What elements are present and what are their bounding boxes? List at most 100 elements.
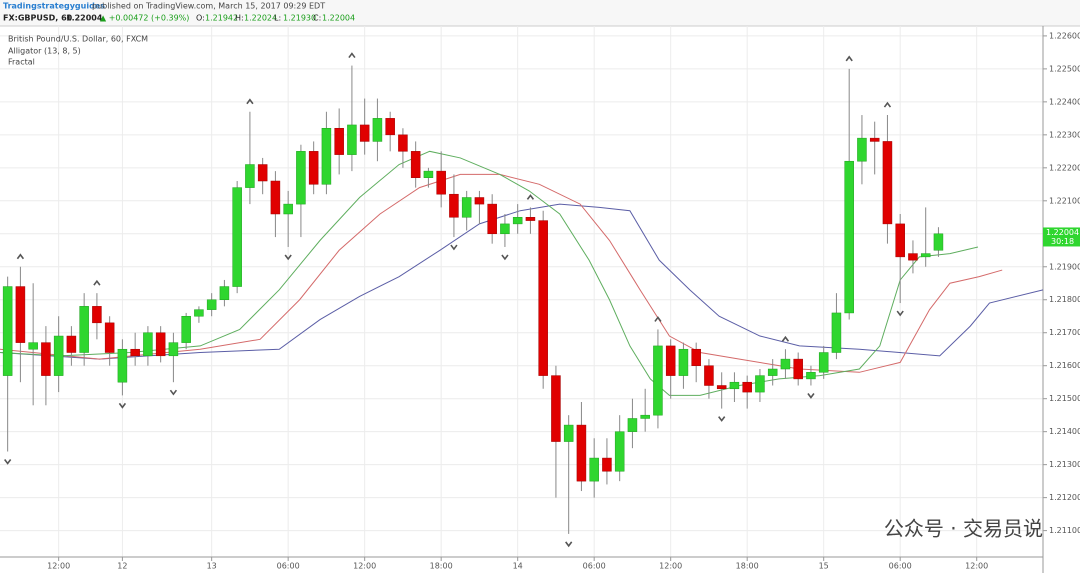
x-tick-label: 12 (117, 562, 127, 571)
x-tick-label: 06:00 (277, 562, 300, 571)
ohlc-value: 1.22024 (244, 14, 277, 23)
candle-body (653, 345, 663, 416)
candle-body (436, 170, 446, 195)
candle-body (742, 381, 752, 393)
fractal-down (807, 393, 815, 399)
candle-body (308, 151, 319, 185)
fractal-up (246, 98, 254, 105)
y-tick-label: 1.22100 (1049, 196, 1080, 205)
candle-body (117, 348, 128, 383)
symbol: FX:GBPUSD, 60 (3, 14, 73, 23)
candle-body (640, 414, 650, 419)
last-price-box (1043, 227, 1080, 247)
alligator-line (0, 173, 1003, 373)
x-tick-label: 06:00 (583, 562, 606, 571)
candle-body (806, 372, 816, 380)
candle-body (372, 118, 383, 142)
fractal-down (450, 244, 458, 251)
y-tick-label: 1.21600 (1049, 361, 1080, 370)
fractal-down (501, 254, 509, 261)
candle-body (627, 418, 638, 432)
candle-body (729, 381, 740, 390)
candle-body (895, 223, 905, 258)
x-tick-label: 18:00 (430, 562, 453, 571)
x-tick-label: 12:00 (47, 562, 70, 571)
x-tick-label: 13 (207, 562, 217, 571)
candle-body (602, 457, 612, 472)
candle-body (614, 431, 625, 472)
fractal-down (169, 389, 178, 396)
candle-body (181, 315, 191, 343)
y-tick-label: 1.21900 (1049, 262, 1080, 271)
candle-body (92, 306, 102, 324)
candle-body (79, 306, 89, 353)
change: ▲ +0.00472 (+0.39%) (100, 14, 189, 23)
candle-body (206, 299, 217, 310)
legend-alligator: Alligator (13, 8, 5) (8, 47, 81, 56)
candle-body (767, 368, 778, 376)
legend-symbol: British Pound/U.S. Dollar, 60, FXCM (8, 35, 148, 44)
fractal-up (781, 335, 790, 342)
candle-body (385, 118, 395, 136)
y-tick-label: 1.21100 (1049, 526, 1080, 535)
candle-body (296, 151, 306, 205)
candle-body (66, 335, 77, 353)
fractal-down (896, 310, 904, 317)
y-tick-label: 1.21700 (1049, 328, 1080, 337)
fractal-down (118, 402, 127, 409)
candle-body (487, 203, 497, 235)
y-tick-label: 1.22200 (1049, 163, 1080, 172)
price: 1.22004 (66, 14, 103, 23)
candle-body (551, 375, 561, 442)
candle-body (219, 286, 230, 300)
candle-body (538, 220, 548, 376)
candle-body (398, 134, 408, 152)
candle-body (793, 358, 803, 380)
candle-body (194, 309, 204, 317)
candle-body (474, 197, 485, 205)
last-price-label: 1.22004 (1046, 228, 1079, 237)
candle-body (347, 124, 357, 155)
fractal-up (16, 253, 25, 260)
candle-body (908, 253, 918, 261)
y-tick-label: 1.22500 (1049, 64, 1080, 73)
grid (0, 26, 1043, 557)
y-tick-label: 1.21400 (1049, 427, 1080, 436)
fractal-up (883, 101, 892, 108)
candle-body (53, 335, 64, 376)
candle-body (130, 348, 140, 357)
fractal-down (718, 416, 726, 422)
y-tick-label: 1.22300 (1049, 130, 1080, 139)
ohlc-key: L: (274, 14, 281, 23)
ohlc-key: O: (196, 14, 205, 23)
y-tick-label: 1.21200 (1049, 493, 1080, 502)
candle-body (155, 332, 166, 357)
candle-body (933, 233, 944, 251)
y-tick-label: 1.22400 (1049, 97, 1080, 106)
candle-body (665, 345, 676, 376)
candle-body (359, 124, 370, 142)
legend-fractal: Fractal (8, 58, 35, 67)
candle-body (755, 375, 765, 393)
candle-body (525, 217, 536, 221)
y-tick-label: 1.21800 (1049, 295, 1080, 304)
fractal-up (93, 279, 101, 286)
candle-body (691, 348, 701, 366)
candle-body (704, 365, 714, 386)
candle-body (678, 348, 689, 376)
candle-body (15, 286, 26, 343)
candle-body (831, 312, 842, 353)
fractal-up (845, 55, 853, 62)
candle-body (2, 286, 13, 376)
candle-body (589, 457, 599, 482)
candle-body (168, 342, 179, 357)
candle-body (257, 164, 268, 182)
ohlc-value: 1.22004 (322, 14, 355, 23)
fractal-up (348, 52, 356, 59)
candle-body (232, 187, 242, 287)
author[interactable]: Tradingstrategyguides (3, 2, 105, 11)
fractal-up (526, 194, 535, 200)
fractal-down (4, 458, 12, 465)
candle-body (716, 385, 727, 390)
